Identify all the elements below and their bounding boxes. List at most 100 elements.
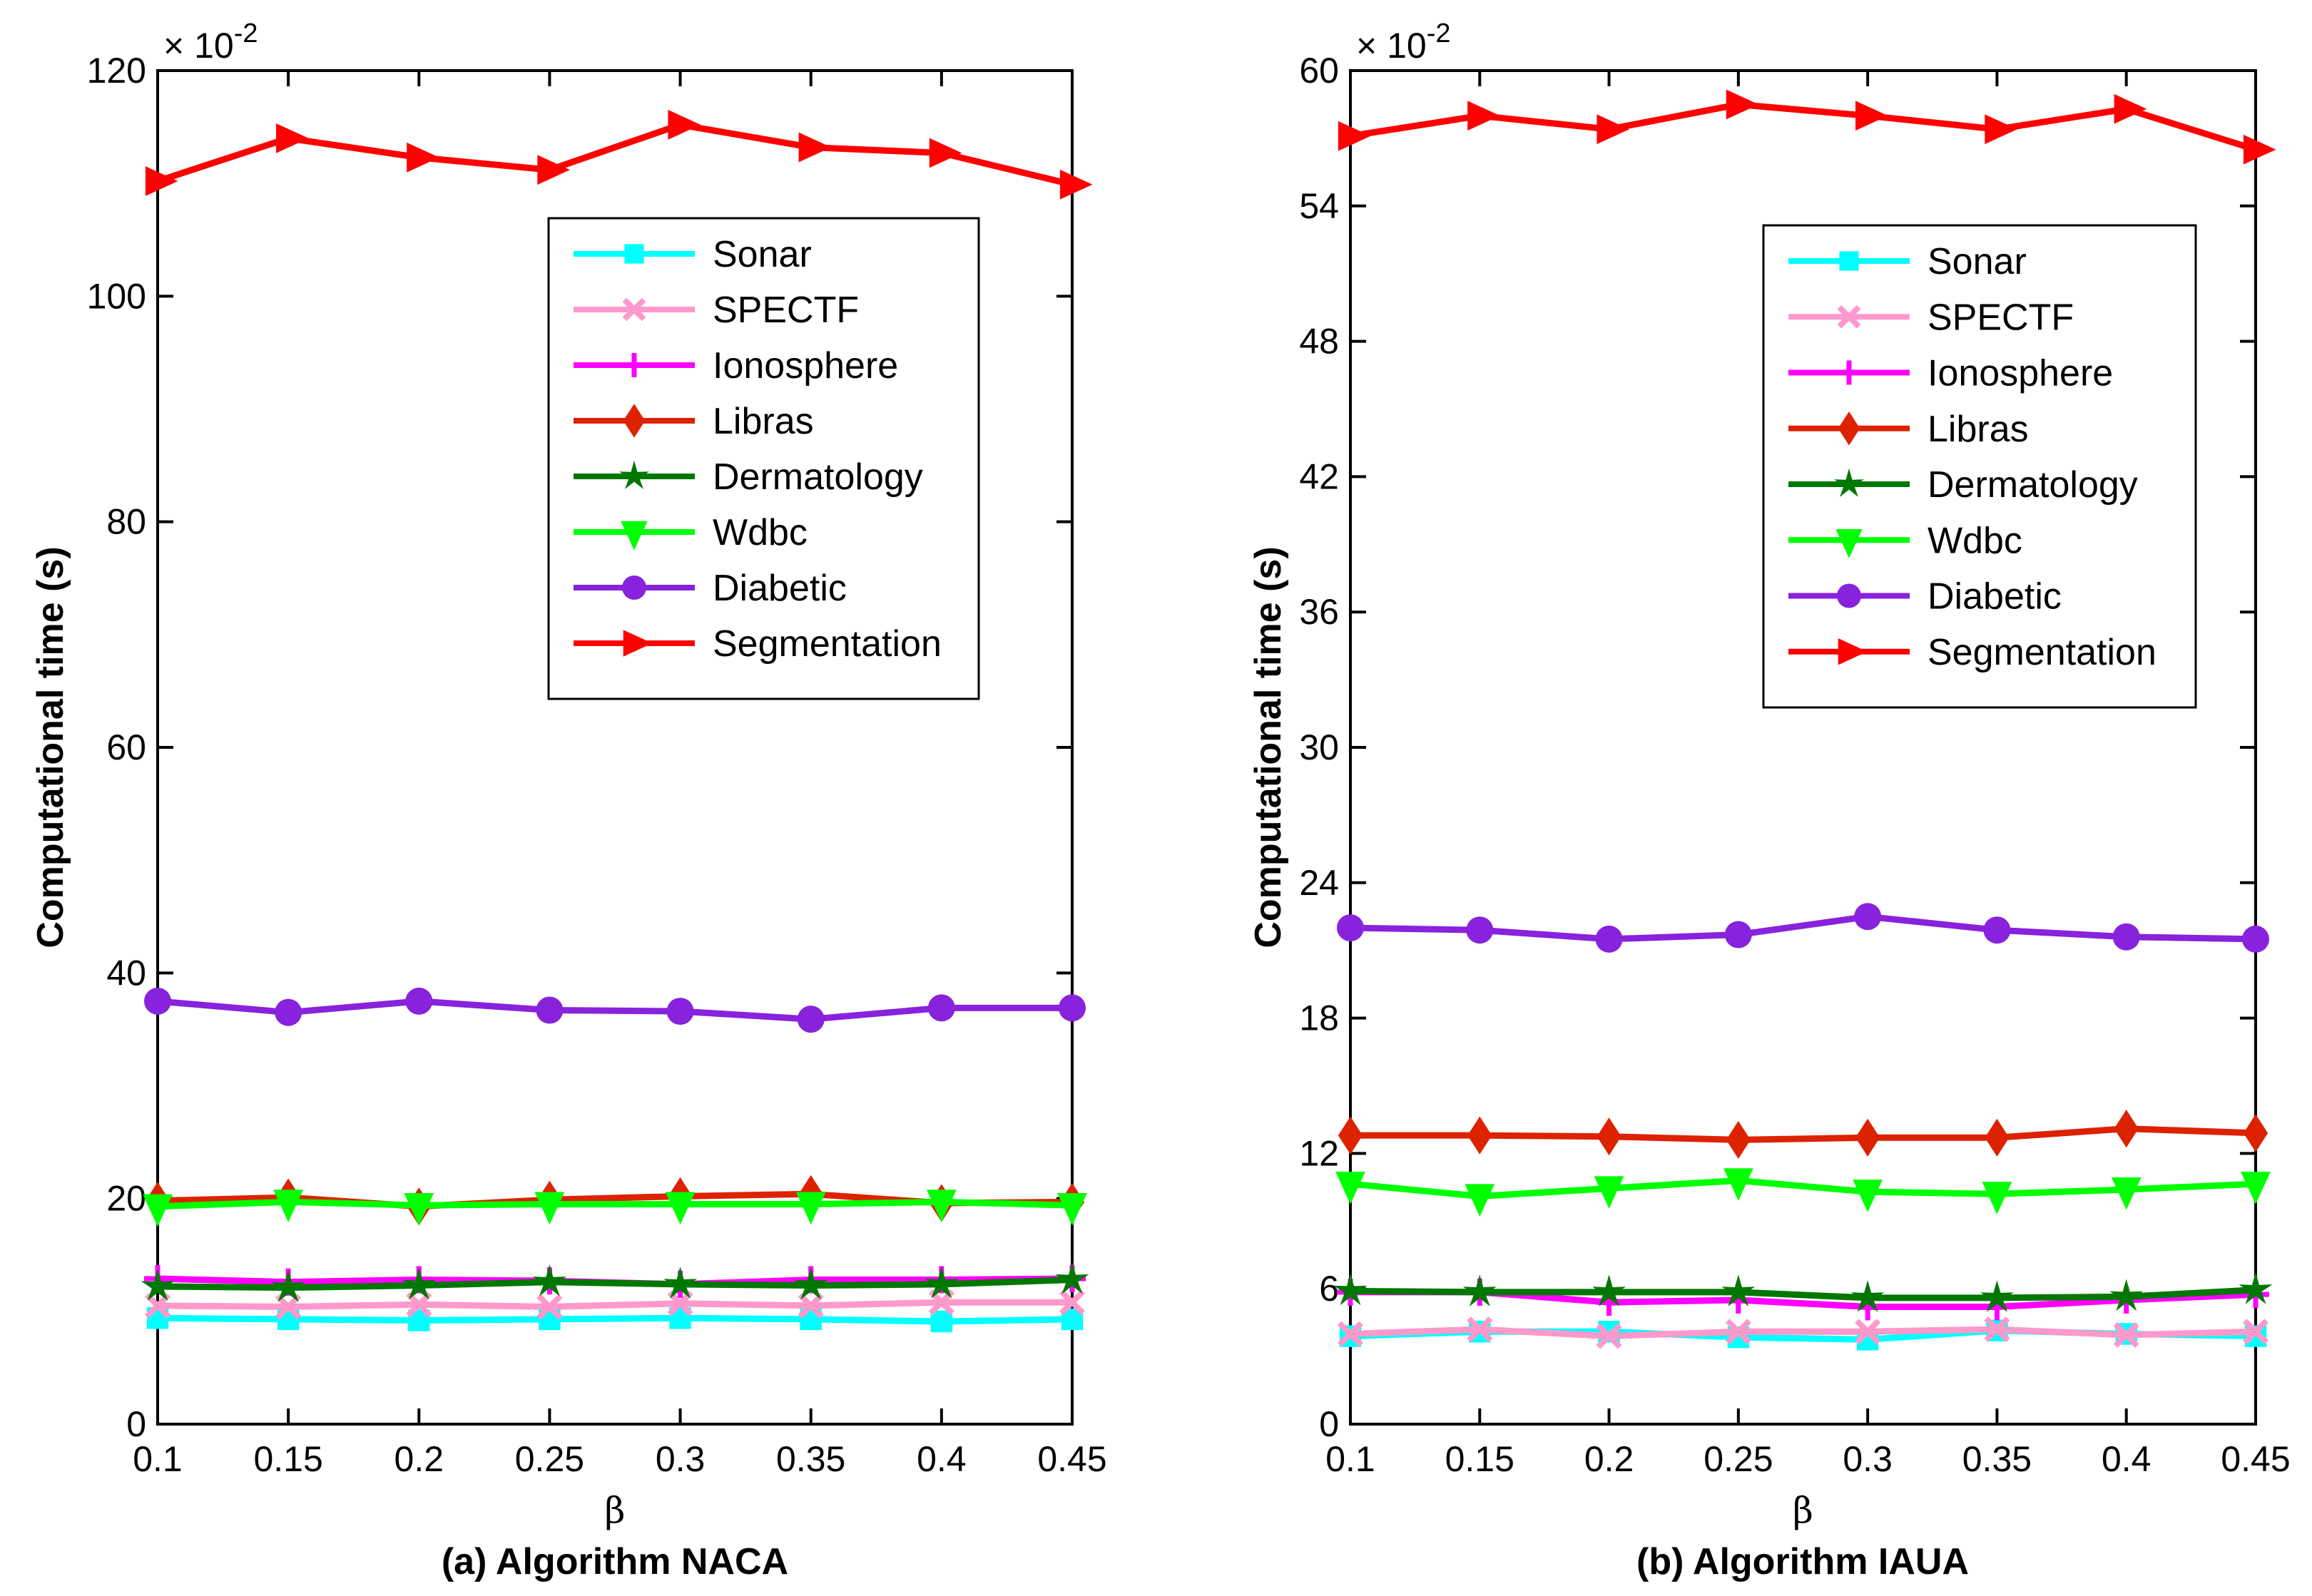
marker-triangle-right: [929, 138, 962, 168]
legend-label: Ionosphere: [713, 345, 898, 387]
y-tick-label: 42: [1299, 456, 1339, 496]
x-tick-label: 0.4: [917, 1439, 967, 1479]
y-tick-label: 80: [106, 502, 146, 542]
y-multiplier-exponent: -2: [234, 19, 258, 48]
legend-item: SPECTF: [1788, 297, 2074, 338]
marker-diamond: [2114, 1110, 2139, 1148]
legend: Sonar SPECTF Ionosphere Libras Dermatology Wd…: [1762, 224, 2197, 709]
marker-diamond: [1838, 411, 1860, 446]
marker-triangle-right: [1338, 121, 1371, 151]
marker-triangle-right: [145, 166, 178, 196]
chart-caption: (a) Algorithm NACA: [442, 1541, 788, 1582]
x-tick-label: 0.2: [1584, 1439, 1634, 1479]
legend-label: Sonar: [713, 234, 812, 275]
marker-x: [275, 1294, 302, 1320]
legend-box: [1762, 224, 2197, 709]
marker-x: [2113, 1322, 2139, 1349]
y-tick-label: 0: [126, 1404, 146, 1444]
marker-x: [622, 297, 646, 322]
marker-square: [624, 244, 644, 264]
chart-panel-a: 0 20 40 60 80 100 120 0.1 0.15 0.2 0.25 0.3 0.35 0.4 0…: [30, 19, 1107, 1582]
marker-square: [930, 1310, 953, 1333]
x-tick-label: 0.35: [1962, 1439, 2032, 1479]
x-tick-label: 0.2: [394, 1439, 444, 1479]
marker-circle: [1059, 994, 1086, 1022]
y-tick-label: 30: [1299, 727, 1339, 767]
series-line: [157, 1299, 1072, 1310]
marker-star: [1850, 1280, 1885, 1312]
y-tick-label: 36: [1299, 592, 1339, 632]
marker-triangle-down: [1723, 1168, 1753, 1201]
marker-star: [402, 1267, 436, 1300]
marker-star: [1055, 1262, 1089, 1294]
marker-triangle-down: [1853, 1180, 1883, 1212]
series-diabetic: [1337, 903, 2269, 953]
marker-star: [141, 1269, 175, 1301]
marker-triangle-right: [276, 123, 309, 153]
marker-triangle-right: [1596, 114, 1630, 145]
marker-triangle-down: [1982, 1182, 2012, 1214]
marker-x: [1837, 305, 1861, 329]
x-tick-label: 0.15: [253, 1439, 322, 1479]
y-multiplier-label: × 10-2: [1356, 19, 1451, 66]
marker-triangle-down: [1835, 528, 1863, 558]
series-line: [1350, 1286, 2256, 1301]
marker-triangle-right: [668, 110, 701, 140]
legend-label: Libras: [713, 401, 814, 442]
legend-item: SPECTF: [574, 290, 859, 331]
marker-circle: [1466, 916, 1494, 944]
legend-item: Diabetic: [574, 568, 847, 609]
series-line: [157, 1277, 1073, 1291]
marker-star: [2239, 1272, 2273, 1304]
marker-circle: [275, 998, 302, 1026]
x-tick-label: 0.45: [1037, 1439, 1106, 1479]
marker-circle: [405, 987, 433, 1015]
series-diabetic: [144, 987, 1086, 1033]
marker-star: [271, 1269, 305, 1302]
marker-star: [532, 1264, 566, 1296]
marker-triangle-down: [1057, 1193, 1087, 1226]
marker-diamond: [2243, 1114, 2268, 1152]
series-line: [157, 1314, 1073, 1325]
marker-triangle-down: [534, 1192, 565, 1225]
marker-diamond: [1338, 1116, 1363, 1155]
marker-triangle-right: [1467, 101, 1500, 131]
marker-triangle-right: [1985, 114, 2017, 145]
legend-item: Wdbc: [574, 512, 808, 553]
marker-circle: [1837, 583, 1861, 608]
series-segmentation: [1338, 89, 2276, 165]
y-tick-label: 60: [1299, 51, 1339, 91]
legend-item: Dermatology: [574, 456, 923, 498]
x-tick-label: 0.45: [2221, 1439, 2290, 1479]
x-tick-label: 0.25: [515, 1439, 584, 1479]
marker-circle: [144, 987, 171, 1015]
marker-circle: [1595, 925, 1623, 953]
marker-triangle-down: [665, 1192, 696, 1225]
marker-circle: [2242, 925, 2269, 953]
marker-star: [1592, 1274, 1626, 1306]
y-tick-label: 0: [1319, 1404, 1339, 1444]
legend-label: Wdbc: [1927, 520, 2022, 561]
x-tick-label: 0.15: [1445, 1439, 1514, 1479]
legend-label: Diabetic: [1927, 576, 2062, 618]
marker-x: [1596, 1323, 1622, 1349]
y-tick-label: 120: [87, 51, 146, 91]
y-tick-label: 12: [1299, 1133, 1339, 1173]
x-tick-label: 0.1: [133, 1439, 183, 1479]
marker-triangle-down: [143, 1194, 173, 1227]
marker-x: [1337, 1321, 1364, 1347]
marker-triangle-right: [623, 630, 653, 657]
legend: Sonar SPECTF Ionosphere Libras Dermatology Wd…: [547, 217, 980, 700]
marker-x: [1984, 1316, 2010, 1343]
marker-diamond: [1726, 1120, 1751, 1160]
marker-x: [536, 1294, 563, 1320]
marker-triangle-down: [273, 1190, 304, 1222]
series-line: [1350, 1326, 2256, 1340]
marker-circle: [666, 998, 694, 1025]
marker-diamond: [1855, 1118, 1880, 1157]
marker-x: [798, 1292, 824, 1319]
series-line: [1350, 913, 2256, 943]
marker-star: [1333, 1273, 1368, 1306]
y-tick-label: 48: [1299, 322, 1339, 362]
